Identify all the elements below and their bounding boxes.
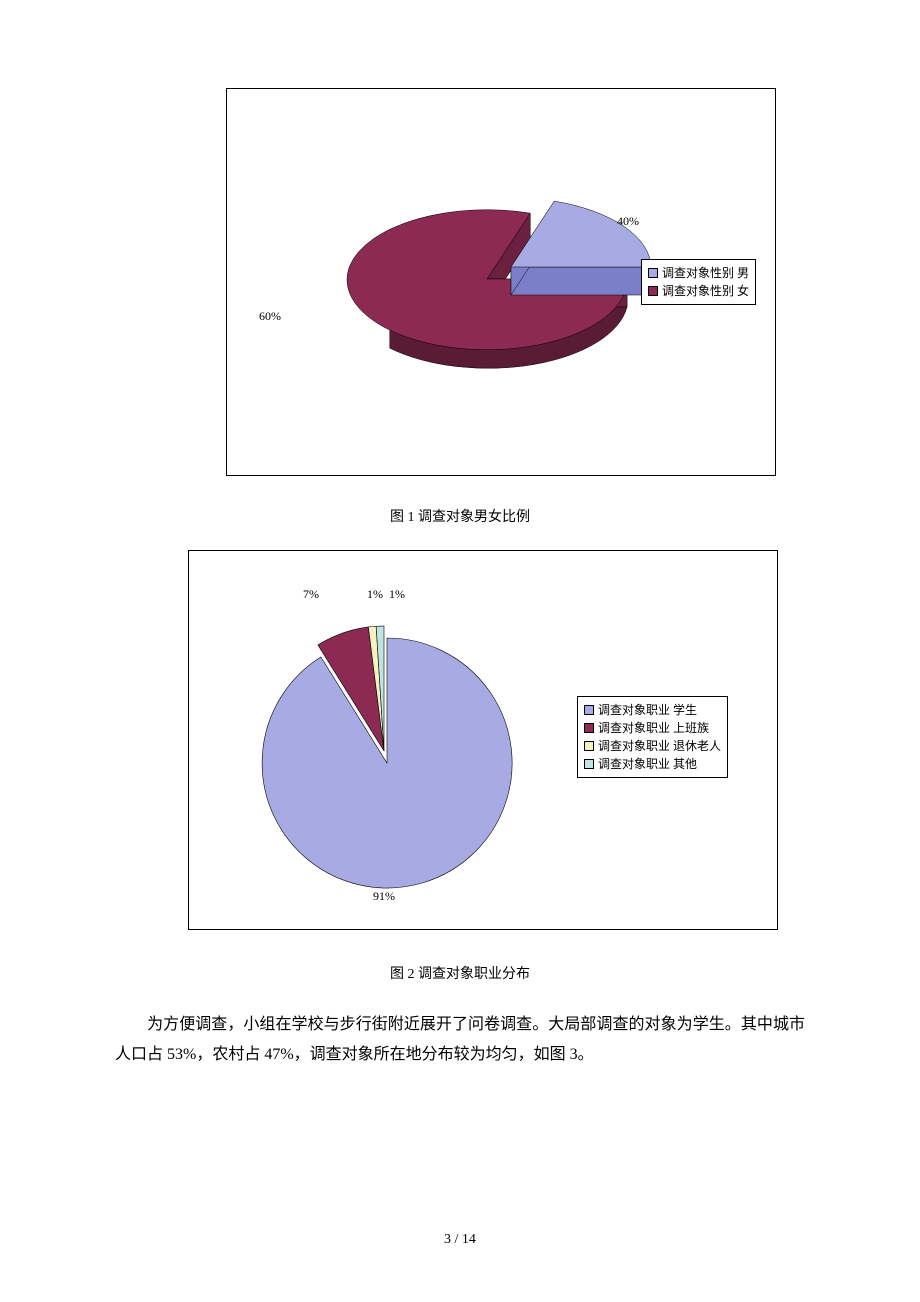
page-number: 3 / 14 [0,1232,920,1248]
chart2-caption: 图 2 调查对象职业分布 [0,963,920,983]
chart2-box: 91% 7% 1% 1% 调查对象职业 学生 调查对象职业 上班族 调查对象职业… [188,550,778,930]
swatch-icon [584,723,594,733]
legend-row: 调查对象职业 上班族 [584,719,721,737]
chart1-plot: 40% 60% 调查对象性别 男 调查对象性别 女 [227,89,775,475]
chart2-label-1a: 1% [367,587,383,602]
legend-row: 调查对象性别 男 [648,264,749,282]
chart2-label-91: 91% [373,889,395,904]
legend-row: 调查对象职业 退休老人 [584,737,721,755]
legend-text: 调查对象职业 学生 [598,701,697,719]
chart2-label-7: 7% [303,587,319,602]
swatch-icon [584,705,594,715]
legend-row: 调查对象职业 其他 [584,755,721,773]
legend-text: 调查对象职业 其他 [598,755,697,773]
legend-text: 调查对象职业 上班族 [598,719,709,737]
chart1-caption: 图 1 调查对象男女比例 [0,506,920,526]
chart2-legend: 调查对象职业 学生 调查对象职业 上班族 调查对象职业 退休老人 调查对象职业 … [577,696,728,778]
swatch-icon [584,741,594,751]
legend-text: 调查对象职业 退休老人 [598,737,721,755]
chart1-label-60: 60% [259,309,281,324]
legend-row: 调查对象职业 学生 [584,701,721,719]
legend-row: 调查对象性别 女 [648,282,749,300]
swatch-icon [648,268,658,278]
legend-text: 调查对象性别 男 [662,264,749,282]
swatch-icon [584,759,594,769]
chart1-label-40: 40% [617,214,639,229]
body-paragraph: 为方便调查，小组在学校与步行街附近展开了问卷调查。大局部调查的对象为学生。其中城… [115,1010,805,1071]
chart1-legend: 调查对象性别 男 调查对象性别 女 [641,259,756,305]
chart1-box: 40% 60% 调查对象性别 男 调查对象性别 女 [226,88,776,476]
legend-text: 调查对象性别 女 [662,282,749,300]
chart2-label-1b: 1% [389,587,405,602]
chart2-plot: 91% 7% 1% 1% 调查对象职业 学生 调查对象职业 上班族 调查对象职业… [189,551,777,929]
swatch-icon [648,286,658,296]
